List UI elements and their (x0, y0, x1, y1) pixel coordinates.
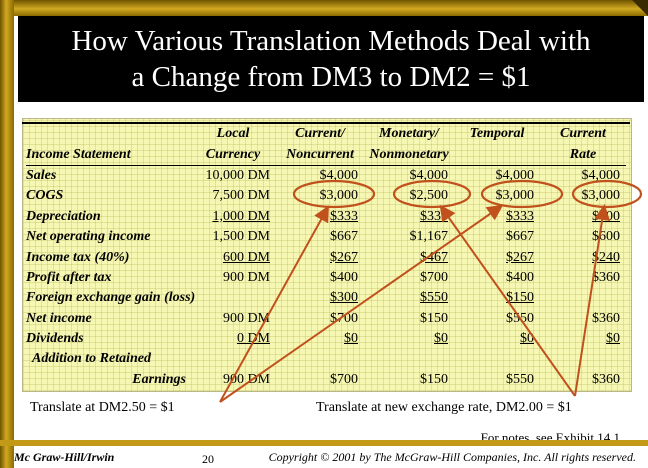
table-row: Earnings 900 DM $700 $150 $550 $360 (26, 370, 626, 390)
income-statement-table: Local Current/ Monetary/ Temporal Curren… (26, 124, 626, 390)
row-label: Foreign exchange gain (loss) (26, 290, 196, 306)
table-row: Income tax (40%) 600 DM $267 $467 $267 $… (26, 247, 626, 267)
cell-mn: $150 (420, 371, 448, 387)
gold-frame-left (0, 0, 14, 468)
row-label: Depreciation (26, 208, 101, 224)
header-cr-sub: Rate (540, 144, 626, 166)
cell-cr: $360 (592, 269, 620, 285)
cell-temporal: $333 (506, 208, 534, 224)
cell-local (190, 288, 276, 308)
row-label: Income tax (40%) (26, 249, 130, 265)
cell-cr: $3,000 (581, 188, 621, 204)
slide-title: How Various Translation Methods Deal wit… (18, 16, 644, 102)
cell-temporal: $267 (506, 249, 534, 265)
cell-mn: $2,500 (409, 188, 449, 204)
slide-title-line2: a Change from DM3 to DM2 = $1 (131, 61, 531, 93)
cell-cr: $4,000 (581, 167, 621, 183)
row-label: Addition to Retained (32, 351, 152, 367)
header-temporal: Temporal (469, 126, 525, 142)
cell-local: 0 DM (236, 331, 270, 347)
row-label: Dividends (26, 331, 84, 347)
cell-cr: $360 (592, 310, 620, 326)
table-row: COGS 7,500 DM $3,000 $2,500 $3,000 $3,00… (26, 186, 626, 206)
cell-mn: $150 (420, 310, 448, 326)
cell-temporal: $550 (506, 371, 534, 387)
cell-temporal: $550 (506, 310, 534, 326)
cell-mn: $467 (420, 249, 448, 265)
cell-mn: $4,000 (409, 167, 449, 183)
table-row: Net income 900 DM $700 $150 $550 $360 (26, 309, 626, 329)
cell-temporal: $150 (506, 290, 534, 306)
cell-local: 900 DM (222, 269, 270, 285)
table-row: Addition to Retained (26, 349, 626, 369)
cell-cn: $700 (330, 371, 358, 387)
cell-cr (540, 288, 626, 308)
row-label: Net operating income (26, 229, 151, 245)
cell-local: 900 DM (222, 310, 270, 326)
table-row: Sales 10,000 DM $4,000 $4,000 $4,000 $4,… (26, 165, 626, 186)
page-number: 20 (202, 452, 214, 466)
header-cn-sub: Noncurrent (276, 144, 364, 166)
row-label: Net income (26, 310, 92, 326)
cell-cn: $333 (330, 208, 358, 224)
header-local: Local (216, 126, 250, 142)
cell-mn: $333 (420, 208, 448, 224)
cell-cn: $267 (330, 249, 358, 265)
header-monetary-nonmonetary: Monetary/ (379, 126, 439, 142)
slide-title-line1: How Various Translation Methods Deal wit… (71, 25, 591, 57)
cell-temporal: $4,000 (495, 167, 535, 183)
cell-cn: $3,000 (319, 188, 359, 204)
cell-cr: $600 (592, 229, 620, 245)
cell-cn: $667 (330, 229, 358, 245)
cell-mn: $0 (434, 331, 448, 347)
row-label: COGS (26, 188, 64, 204)
footer-copyright: Copyright © 2001 by The McGraw-Hill Comp… (268, 450, 636, 464)
cell-mn: $700 (420, 269, 448, 285)
header-income-statement: Income Statement (26, 144, 190, 166)
header-current-noncurrent: Current/ (295, 126, 345, 142)
header-row-1: Local Current/ Monetary/ Temporal Curren… (26, 124, 626, 144)
cell-local: 7,500 DM (212, 188, 270, 204)
table-row: Net operating income 1,500 DM $667 $1,16… (26, 227, 626, 247)
cell-cr: $400 (592, 208, 620, 224)
note-translate-old-rate: Translate at DM2.50 = $1 (30, 400, 175, 415)
header-local-sub: Currency (190, 144, 276, 166)
cell-cn: $400 (330, 269, 358, 285)
note-translate-new-rate: Translate at new exchange rate, DM2.00 =… (316, 400, 572, 415)
table-top-rule (22, 122, 630, 124)
table-row: Profit after tax 900 DM $400 $700 $400 $… (26, 268, 626, 288)
gold-frame-bottom (0, 440, 648, 446)
row-label: Earnings (132, 371, 186, 387)
cell-temporal: $400 (506, 269, 534, 285)
cell-temporal: $0 (520, 331, 534, 347)
table-row: Foreign exchange gain (loss) $300 $550 $… (26, 288, 626, 308)
gold-frame-top (0, 0, 648, 16)
cell-local: 900 DM (222, 371, 270, 387)
cell-mn: $1,167 (409, 229, 449, 245)
cell-mn: $550 (420, 290, 448, 306)
frame-corner (632, 0, 648, 16)
cell-cr: $0 (606, 331, 620, 347)
cell-cn: $700 (330, 310, 358, 326)
cell-local: 600 DM (222, 249, 270, 265)
table-row: Depreciation 1,000 DM $333 $333 $333 $40… (26, 207, 626, 227)
header-row-2: Income Statement Currency Noncurrent Non… (26, 144, 626, 166)
row-label: Profit after tax (26, 269, 112, 285)
header-current-rate: Current (560, 126, 606, 142)
cell-cr: $240 (592, 249, 620, 265)
footer-publisher: Mc Graw-Hill/Irwin (14, 450, 115, 464)
cell-cn: $0 (344, 331, 358, 347)
cell-cn: $4,000 (319, 167, 359, 183)
cell-temporal: $3,000 (495, 188, 535, 204)
header-mn-sub: Nonmonetary (364, 144, 454, 166)
row-label: Sales (26, 167, 57, 183)
table-row: Dividends 0 DM $0 $0 $0 $0 (26, 329, 626, 349)
cell-cn: $300 (330, 290, 358, 306)
cell-cr: $360 (592, 371, 620, 387)
cell-local: 1,000 DM (212, 208, 270, 224)
cell-local: 1,500 DM (212, 229, 270, 245)
cell-local: 10,000 DM (205, 167, 270, 183)
cell-temporal: $667 (506, 229, 534, 245)
